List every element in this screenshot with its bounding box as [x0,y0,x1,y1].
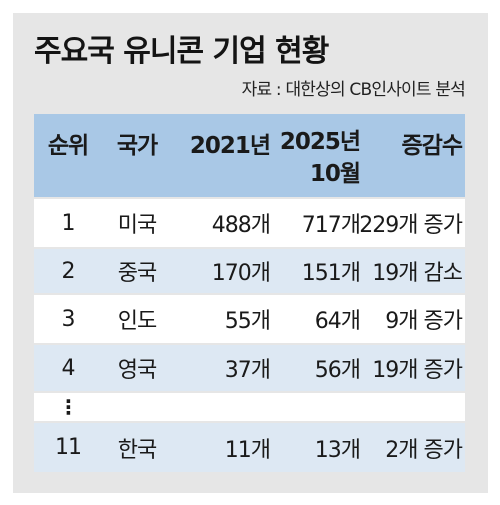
header-2021: 2021년 [189,133,271,159]
rank-cell: 2 [61,258,76,284]
infographic-title: 주요국 유니콘 기업 현황 [34,34,329,69]
count-2025-cell: 56개 [314,358,361,383]
source-credit: 자료 : 대한상의 CB인사이트 분석 [241,80,466,100]
count-2025-cell: 717개 [301,213,361,238]
table-row: 2 중국 170개 151개 19개 감소 [34,249,465,295]
count-2025-cell: 64개 [314,309,361,334]
change-cell: 19개 증가 [372,358,463,383]
vertical-ellipsis: ⋮ [58,395,79,419]
count-2021-cell: 170개 [211,261,271,286]
table-row: 3 인도 55개 64개 9개 증가 [34,295,465,345]
rank-cell: 11 [55,435,82,460]
count-2025-cell: 13개 [314,437,361,463]
country-cell: 영국 [117,358,157,383]
header-2025-year: 2025년 [279,129,361,155]
country-cell: 인도 [117,309,157,334]
count-2025-cell: 151개 [301,261,361,286]
ellipsis-cell: ⋮ [34,393,102,421]
rank-cell: 1 [61,210,76,236]
count-2021-cell: 55개 [224,309,271,334]
rank-cell: 3 [61,306,76,332]
table-row-korea: 11 한국 11개 13개 2개 증가 [34,423,465,472]
header-2025-month: 10월 [309,161,361,187]
header-rank: 순위 [47,133,89,159]
country-cell: 중국 [117,261,157,286]
change-cell: 229개 증가 [359,213,463,238]
header-2025: 2025년 10월 [270,114,361,197]
country-cell: 미국 [117,213,157,238]
table-header-row: 순위 국가 2021년 2025년 10월 증감수 [34,114,465,199]
change-cell: 2개 증가 [385,437,463,463]
count-2021-cell: 11개 [224,437,271,463]
change-cell: 19개 감소 [372,261,463,286]
header-change: 증감수 [401,133,463,159]
table-row: 4 영국 37개 56개 19개 증가 [34,345,465,393]
header-country: 국가 [116,133,158,159]
country-cell: 한국 [117,437,157,463]
rank-cell: 4 [61,355,76,381]
change-cell: 9개 증가 [385,309,463,334]
table-row: 1 미국 488개 717개 229개 증가 [34,199,465,249]
ellipsis-row: ⋮ [34,393,465,423]
count-2021-cell: 37개 [224,358,271,383]
unicorn-table: 순위 국가 2021년 2025년 10월 증감수 1 미국 488개 717개… [34,114,465,472]
count-2021-cell: 488개 [211,213,271,238]
